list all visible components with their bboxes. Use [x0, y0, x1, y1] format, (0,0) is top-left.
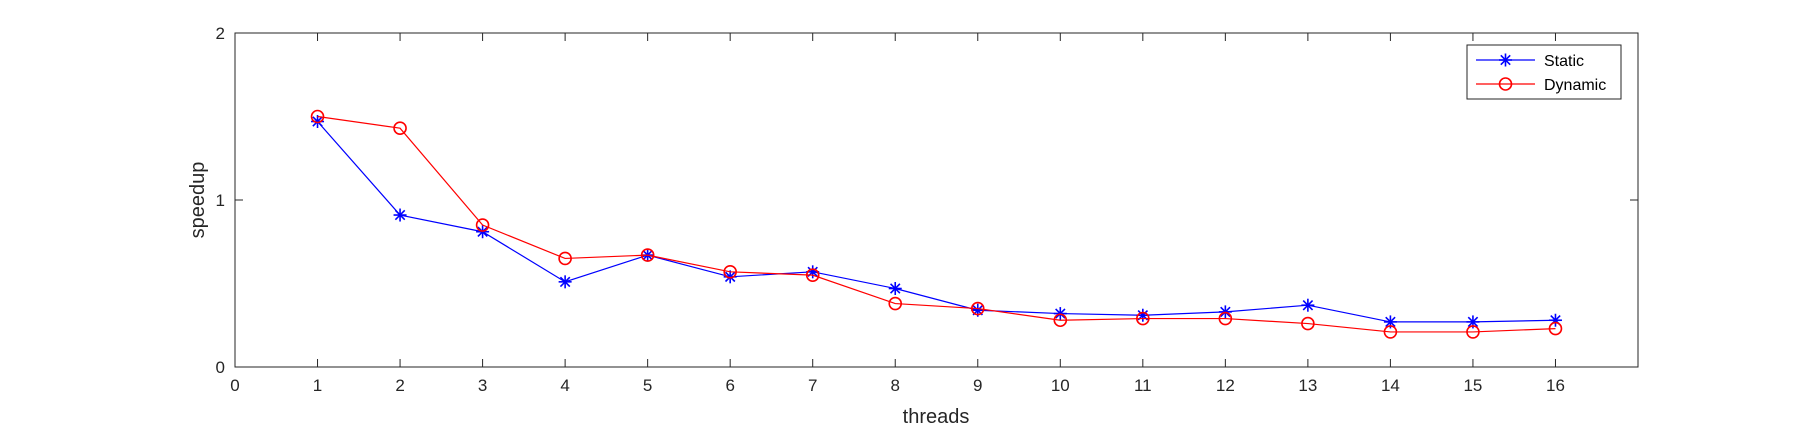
data-point-dynamic — [1218, 311, 1233, 326]
x-tick-label: 12 — [1216, 376, 1235, 395]
x-tick-label: 11 — [1134, 376, 1152, 395]
legend: Static Dynamic — [1466, 44, 1622, 100]
x-tick-label: 14 — [1381, 376, 1400, 395]
x-tick-label: 0 — [230, 376, 239, 395]
marker-stroke — [1385, 316, 1396, 328]
x-tick-label: 8 — [891, 376, 900, 395]
legend-marker-dynamic — [1498, 77, 1513, 91]
data-point-dynamic — [640, 248, 655, 262]
data-point-dynamic — [723, 265, 737, 279]
marker-stroke — [724, 271, 736, 283]
x-tick-label: 4 — [560, 376, 569, 395]
marker-stroke — [1302, 299, 1314, 311]
y-axis-title: speedup — [187, 162, 209, 239]
data-point-dynamic — [1301, 316, 1315, 331]
plot-area — [234, 32, 1639, 368]
x-tick-label: 9 — [973, 376, 982, 395]
x-tick-label: 10 — [1051, 376, 1070, 395]
data-point-dynamic — [805, 268, 820, 282]
legend-label-static: Static — [1544, 53, 1584, 70]
marker-stroke — [559, 276, 571, 288]
x-tick-label: 5 — [643, 376, 652, 395]
data-point-dynamic — [970, 301, 985, 316]
data-point-dynamic — [1136, 311, 1150, 326]
data-point-dynamic — [1548, 321, 1563, 336]
data-point-static — [1301, 298, 1315, 312]
data-point-static — [888, 282, 902, 296]
data-point-dynamic — [888, 296, 903, 311]
legend-marker-static — [1499, 53, 1512, 67]
data-point-dynamic — [310, 109, 325, 124]
x-tick-label: 13 — [1298, 376, 1317, 395]
y-tick-label: 0 — [216, 358, 225, 377]
data-point-static — [558, 275, 572, 289]
marker-stroke — [312, 116, 323, 127]
data-point-dynamic — [475, 218, 490, 232]
x-tick-label: 6 — [725, 376, 734, 395]
x-tick-label: 16 — [1546, 376, 1565, 395]
legend-box — [1466, 44, 1622, 100]
series-layer — [310, 109, 1563, 339]
data-point-dynamic — [1383, 325, 1398, 339]
legend-label-dynamic: Dynamic — [1544, 77, 1606, 94]
data-point-dynamic — [558, 251, 572, 266]
x-tick-label: 15 — [1463, 376, 1482, 395]
data-point-dynamic — [1466, 325, 1480, 339]
marker-stroke — [1500, 54, 1511, 66]
axis-ticks — [234, 32, 1638, 368]
x-tick-label: 2 — [395, 376, 404, 395]
data-point-static — [393, 208, 407, 222]
marker-stroke — [889, 283, 901, 294]
y-tick-label: 2 — [216, 24, 225, 43]
marker-stroke — [1467, 316, 1479, 328]
x-tick-label: 7 — [808, 376, 817, 395]
x-tick-label: 3 — [478, 376, 487, 395]
series-line-dynamic — [317, 115, 1556, 333]
marker-stroke — [394, 209, 406, 221]
series-line-static — [317, 121, 1556, 323]
x-tick-label: 1 — [313, 376, 322, 395]
y-tick-label: 1 — [216, 191, 225, 210]
data-point-dynamic — [1053, 313, 1068, 328]
data-point-dynamic — [393, 121, 407, 135]
x-axis-title: threads — [903, 406, 970, 426]
